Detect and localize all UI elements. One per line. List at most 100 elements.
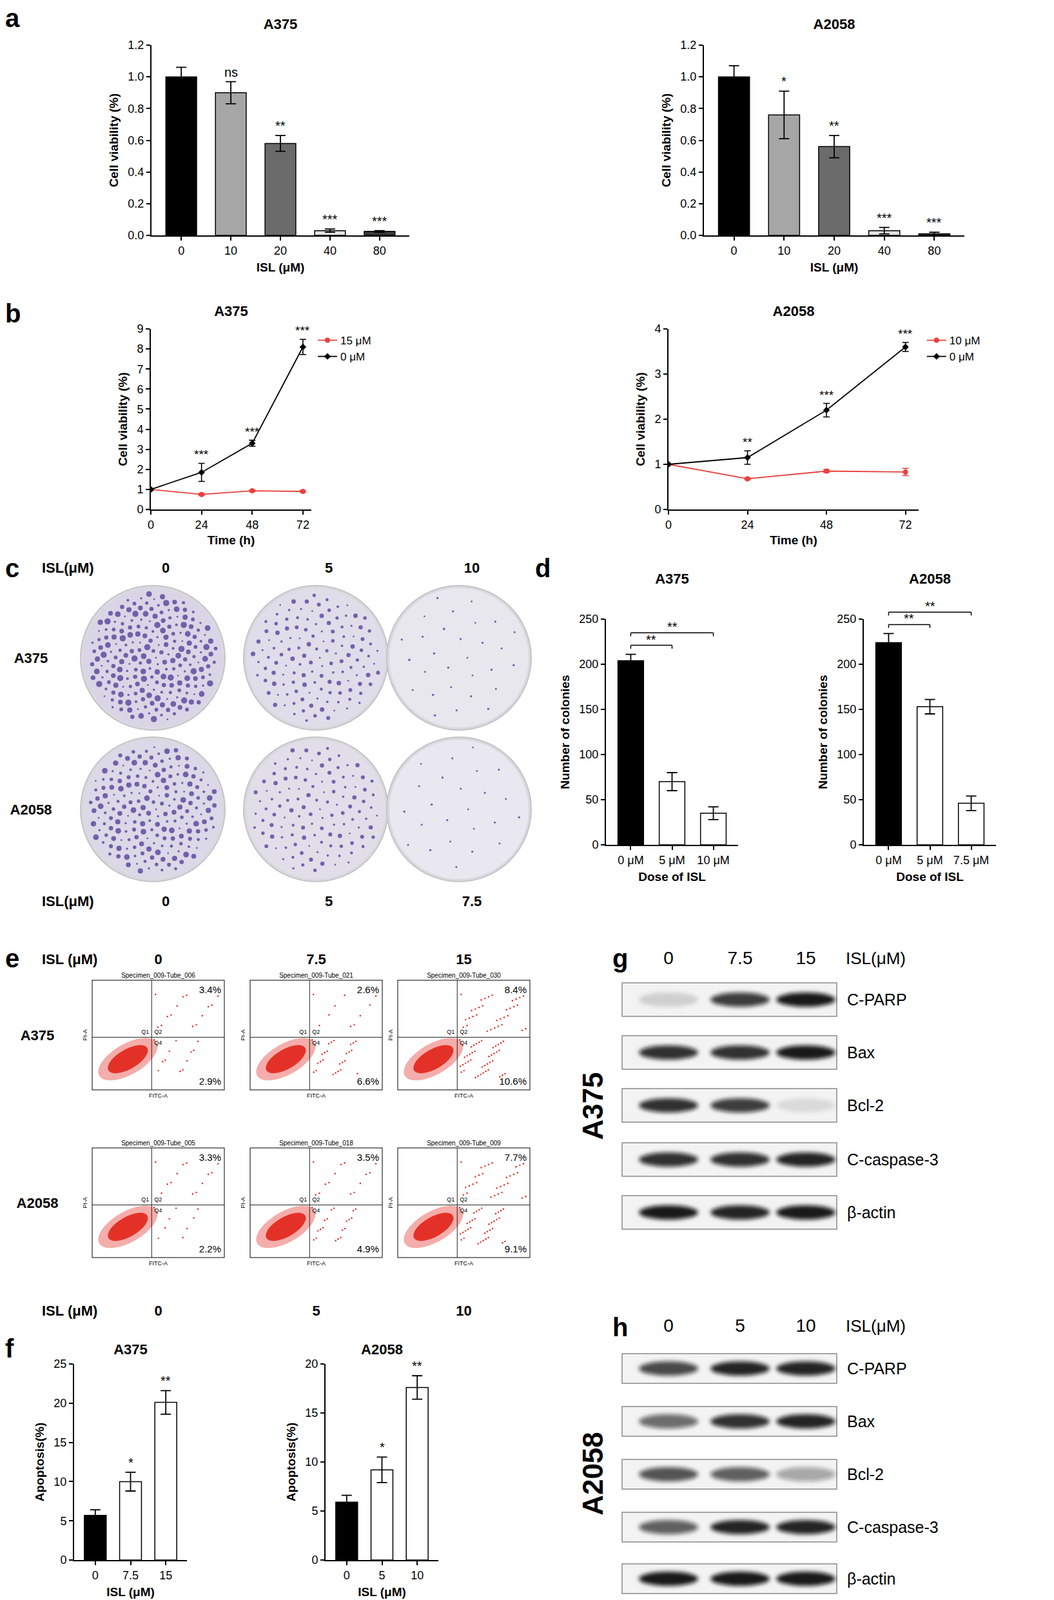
svg-text:PI-A: PI-A xyxy=(81,1028,89,1041)
svg-text:Time (h): Time (h) xyxy=(769,533,818,547)
svg-text:C-PARP: C-PARP xyxy=(847,1358,908,1377)
svg-text:7.5: 7.5 xyxy=(462,892,483,909)
svg-text:0.6: 0.6 xyxy=(680,134,697,147)
svg-text:0: 0 xyxy=(154,950,162,967)
svg-text:24: 24 xyxy=(195,518,209,532)
svg-text:10 μM: 10 μM xyxy=(949,334,981,347)
svg-text:PI-A: PI-A xyxy=(387,1028,394,1041)
svg-text:A2058: A2058 xyxy=(813,16,856,33)
svg-text:150: 150 xyxy=(578,702,599,716)
svg-text:Dose of ISL: Dose of ISL xyxy=(638,869,706,884)
svg-text:5: 5 xyxy=(136,402,144,416)
svg-text:72: 72 xyxy=(296,518,310,532)
svg-text:Number of colonies: Number of colonies xyxy=(558,674,572,789)
svg-text:5: 5 xyxy=(312,1302,320,1319)
svg-text:2.9%: 2.9% xyxy=(199,1075,222,1087)
svg-text:Q2: Q2 xyxy=(154,1195,162,1203)
svg-text:0: 0 xyxy=(92,1568,99,1582)
svg-text:***: *** xyxy=(244,424,260,439)
svg-text:5: 5 xyxy=(311,1503,318,1517)
svg-text:PI-A: PI-A xyxy=(239,1028,247,1041)
svg-text:24: 24 xyxy=(741,518,755,532)
svg-text:0.8: 0.8 xyxy=(680,102,697,116)
svg-text:1: 1 xyxy=(654,457,661,471)
svg-text:Q4: Q4 xyxy=(154,1039,162,1046)
svg-text:15 μM: 15 μM xyxy=(340,334,372,347)
svg-text:3.5%: 3.5% xyxy=(357,1151,380,1163)
svg-text:C-caspase-3: C-caspase-3 xyxy=(847,1517,939,1536)
svg-text:Specimen_009-Tube_030: Specimen_009-Tube_030 xyxy=(426,971,501,979)
svg-text:0: 0 xyxy=(161,892,170,909)
svg-text:6: 6 xyxy=(136,382,144,396)
svg-text:FITC-A: FITC-A xyxy=(148,1259,168,1267)
svg-text:A375: A375 xyxy=(14,649,49,666)
svg-text:10: 10 xyxy=(795,1315,816,1336)
svg-text:10: 10 xyxy=(224,244,238,258)
svg-text:Q2: Q2 xyxy=(459,1028,468,1035)
svg-text:10: 10 xyxy=(455,1302,472,1319)
svg-text:**: ** xyxy=(903,611,915,626)
svg-text:ISL (μM): ISL (μM) xyxy=(256,260,305,274)
svg-text:0.4: 0.4 xyxy=(127,165,144,179)
svg-text:Q4: Q4 xyxy=(154,1206,162,1214)
svg-text:Q1: Q1 xyxy=(446,1195,455,1203)
svg-text:Q4: Q4 xyxy=(312,1039,320,1046)
svg-text:20: 20 xyxy=(273,244,287,258)
svg-text:0.0: 0.0 xyxy=(127,228,144,242)
svg-text:50: 50 xyxy=(843,792,857,806)
svg-text:Q2: Q2 xyxy=(312,1028,320,1035)
svg-text:0: 0 xyxy=(154,1302,162,1319)
svg-text:ISL(μM): ISL(μM) xyxy=(41,559,95,576)
svg-text:***: *** xyxy=(876,210,893,225)
svg-text:Time (h): Time (h) xyxy=(207,533,256,547)
svg-text:3: 3 xyxy=(654,367,661,381)
svg-text:Cell viability (%): Cell viability (%) xyxy=(116,371,130,467)
svg-text:Specimen_009-Tube_021: Specimen_009-Tube_021 xyxy=(279,971,354,979)
svg-text:ns: ns xyxy=(224,65,238,80)
svg-text:10.6%: 10.6% xyxy=(498,1075,527,1087)
svg-text:Q1: Q1 xyxy=(141,1195,149,1203)
svg-text:0: 0 xyxy=(311,1552,318,1566)
svg-text:FITC-A: FITC-A xyxy=(306,1259,326,1267)
svg-text:20: 20 xyxy=(304,1356,318,1370)
svg-text:2: 2 xyxy=(654,412,661,426)
svg-text:A2058: A2058 xyxy=(361,1340,403,1357)
svg-text:0.8: 0.8 xyxy=(127,102,144,116)
svg-text:10: 10 xyxy=(464,559,480,576)
svg-text:48: 48 xyxy=(819,518,833,532)
svg-text:Dose of ISL: Dose of ISL xyxy=(896,869,964,884)
svg-text:0: 0 xyxy=(343,1568,351,1582)
svg-text:7.5: 7.5 xyxy=(122,1568,139,1582)
svg-text:0.4: 0.4 xyxy=(680,165,697,179)
svg-text:0: 0 xyxy=(59,1552,67,1566)
svg-text:**: ** xyxy=(275,118,286,133)
svg-text:5: 5 xyxy=(734,1315,746,1336)
svg-text:0.2: 0.2 xyxy=(680,197,697,211)
svg-text:0 μM: 0 μM xyxy=(340,350,365,363)
svg-text:*: * xyxy=(128,1454,134,1470)
svg-text:5: 5 xyxy=(59,1514,67,1528)
svg-text:*: * xyxy=(379,1439,385,1454)
svg-text:1.2: 1.2 xyxy=(127,38,144,52)
svg-text:0.2: 0.2 xyxy=(127,197,144,211)
svg-text:100: 100 xyxy=(836,747,857,761)
svg-text:0: 0 xyxy=(663,947,674,968)
svg-text:250: 250 xyxy=(836,612,857,626)
svg-text:**: ** xyxy=(742,435,753,449)
svg-text:4: 4 xyxy=(136,422,144,436)
svg-text:b: b xyxy=(5,299,21,328)
svg-text:FITC-A: FITC-A xyxy=(454,1259,474,1267)
svg-text:80: 80 xyxy=(373,244,387,258)
svg-text:80: 80 xyxy=(927,244,941,258)
svg-text:e: e xyxy=(5,943,20,973)
svg-text:5: 5 xyxy=(324,559,333,576)
svg-text:Bax: Bax xyxy=(847,1043,876,1062)
svg-text:ISL(μM): ISL(μM) xyxy=(41,892,95,909)
svg-text:Q1: Q1 xyxy=(141,1028,149,1035)
svg-text:Specimen_009-Tube_006: Specimen_009-Tube_006 xyxy=(121,971,196,979)
svg-text:0: 0 xyxy=(161,559,170,576)
svg-text:***: *** xyxy=(371,214,388,229)
svg-text:200: 200 xyxy=(836,657,857,671)
svg-text:0: 0 xyxy=(177,244,185,258)
svg-text:Bcl-2: Bcl-2 xyxy=(847,1095,884,1114)
